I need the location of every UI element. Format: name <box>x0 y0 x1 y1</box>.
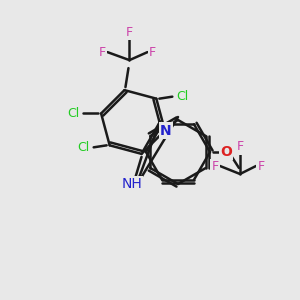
Text: F: F <box>126 26 133 39</box>
Text: N: N <box>160 124 172 137</box>
Text: NH: NH <box>121 177 142 191</box>
Text: Cl: Cl <box>67 107 79 120</box>
Text: F: F <box>212 160 219 172</box>
Text: O: O <box>220 145 232 159</box>
Text: F: F <box>257 160 265 172</box>
Text: F: F <box>99 46 106 59</box>
Text: Cl: Cl <box>77 141 90 154</box>
Text: F: F <box>149 46 156 59</box>
Text: Cl: Cl <box>176 90 188 103</box>
Text: F: F <box>236 140 244 154</box>
